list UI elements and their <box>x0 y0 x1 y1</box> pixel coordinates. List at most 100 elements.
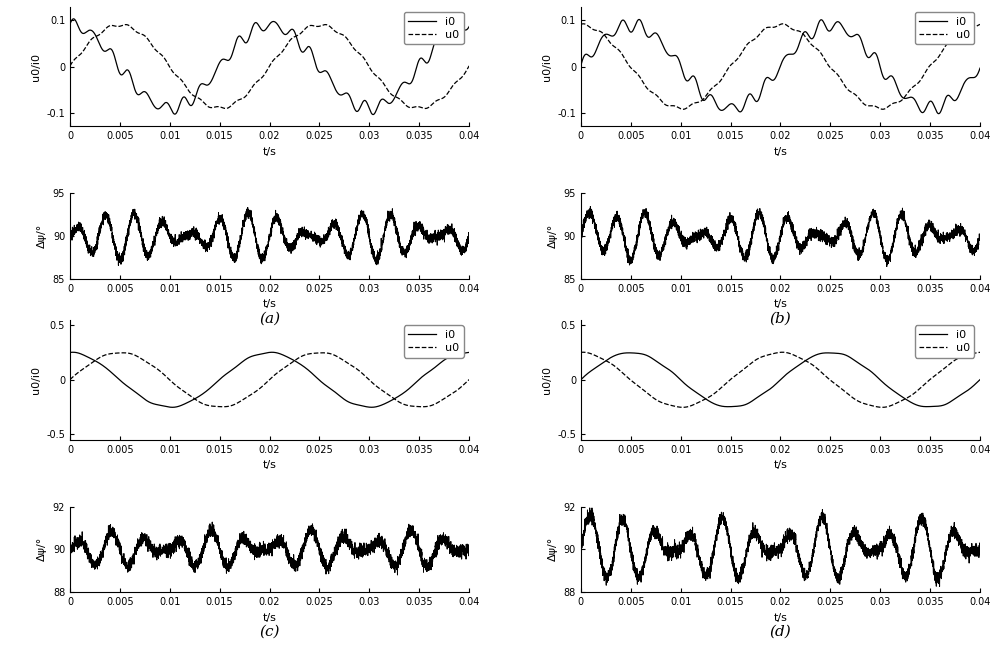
Line: u0: u0 <box>581 352 980 407</box>
u0 <box>577 20 589 28</box>
i0 <box>865 368 877 376</box>
u0 <box>942 361 954 369</box>
Legend: i0, u0: i0, u0 <box>404 12 464 44</box>
u0 <box>865 401 877 409</box>
Text: (d): (d) <box>770 625 791 639</box>
Text: (b): (b) <box>770 312 791 326</box>
i0 <box>235 33 247 41</box>
Y-axis label: u0/i0: u0/i0 <box>542 366 552 393</box>
u0 <box>776 348 788 356</box>
Y-axis label: u0/i0: u0/i0 <box>542 53 552 80</box>
u0 <box>235 95 247 103</box>
u0 <box>743 361 755 369</box>
u0 <box>254 385 266 393</box>
i0 <box>254 350 266 358</box>
u0 <box>451 77 463 85</box>
u0 <box>354 368 366 376</box>
i0 <box>232 34 244 41</box>
u0 <box>463 376 475 384</box>
Y-axis label: Δψ/°: Δψ/° <box>548 537 558 561</box>
i0 <box>67 348 79 356</box>
i0 <box>942 91 954 99</box>
Y-axis label: Δψ/°: Δψ/° <box>548 224 558 248</box>
u0 <box>431 399 443 407</box>
i0 <box>942 399 954 407</box>
u0 <box>235 397 247 405</box>
u0 <box>64 376 76 384</box>
i0 <box>354 104 366 112</box>
X-axis label: t/s: t/s <box>774 613 787 622</box>
u0 <box>877 105 889 113</box>
X-axis label: t/s: t/s <box>774 460 787 470</box>
u0 <box>876 403 888 411</box>
i0 <box>746 91 758 99</box>
i0 <box>431 362 443 370</box>
i0 <box>367 111 379 118</box>
i0 <box>743 399 755 407</box>
Text: (c): (c) <box>259 625 280 639</box>
u0 <box>451 386 463 394</box>
i0 <box>451 20 463 28</box>
i0 <box>463 22 475 30</box>
Legend: i0, u0: i0, u0 <box>915 12 974 44</box>
u0 <box>743 39 755 47</box>
X-axis label: t/s: t/s <box>774 147 787 157</box>
u0 <box>974 348 986 356</box>
i0 <box>431 34 443 42</box>
Y-axis label: u0/i0: u0/i0 <box>31 366 41 393</box>
i0 <box>765 384 777 392</box>
i0 <box>974 376 986 384</box>
u0 <box>942 39 954 47</box>
i0 <box>962 74 974 82</box>
X-axis label: t/s: t/s <box>263 299 276 309</box>
u0 <box>431 96 443 104</box>
i0 <box>463 349 475 357</box>
Legend: i0, u0: i0, u0 <box>404 325 464 357</box>
i0 <box>64 349 76 357</box>
i0 <box>962 386 974 394</box>
i0 <box>235 359 247 367</box>
Line: u0: u0 <box>70 353 469 407</box>
u0 <box>232 399 244 407</box>
i0 <box>633 16 645 24</box>
X-axis label: t/s: t/s <box>263 613 276 622</box>
i0 <box>451 351 463 359</box>
u0 <box>254 76 266 84</box>
i0 <box>974 64 986 72</box>
Line: i0: i0 <box>581 353 980 407</box>
u0 <box>765 350 777 358</box>
i0 <box>623 349 635 357</box>
u0 <box>962 351 974 359</box>
u0 <box>419 105 431 113</box>
i0 <box>765 76 777 84</box>
u0 <box>746 359 758 367</box>
i0 <box>254 23 266 31</box>
u0 <box>765 24 777 32</box>
Line: i0: i0 <box>581 20 980 114</box>
i0 <box>575 376 587 384</box>
i0 <box>722 403 734 411</box>
u0 <box>417 403 429 411</box>
Y-axis label: u0/i0: u0/i0 <box>31 53 41 80</box>
Text: (a): (a) <box>259 312 280 326</box>
i0 <box>354 401 366 409</box>
i0 <box>746 397 758 405</box>
i0 <box>64 20 76 28</box>
i0 <box>232 361 244 369</box>
u0 <box>317 349 329 357</box>
Line: i0: i0 <box>70 352 469 407</box>
Legend: i0, u0: i0, u0 <box>915 325 974 357</box>
u0 <box>575 20 587 28</box>
u0 <box>320 20 332 28</box>
i0 <box>575 61 587 69</box>
i0 <box>167 403 179 411</box>
i0 <box>68 15 80 23</box>
Y-axis label: Δψ/°: Δψ/° <box>37 537 47 561</box>
u0 <box>865 102 877 110</box>
i0 <box>743 91 755 99</box>
u0 <box>962 23 974 31</box>
u0 <box>64 62 76 70</box>
X-axis label: t/s: t/s <box>774 299 787 309</box>
u0 <box>232 96 244 104</box>
Line: u0: u0 <box>581 24 980 109</box>
